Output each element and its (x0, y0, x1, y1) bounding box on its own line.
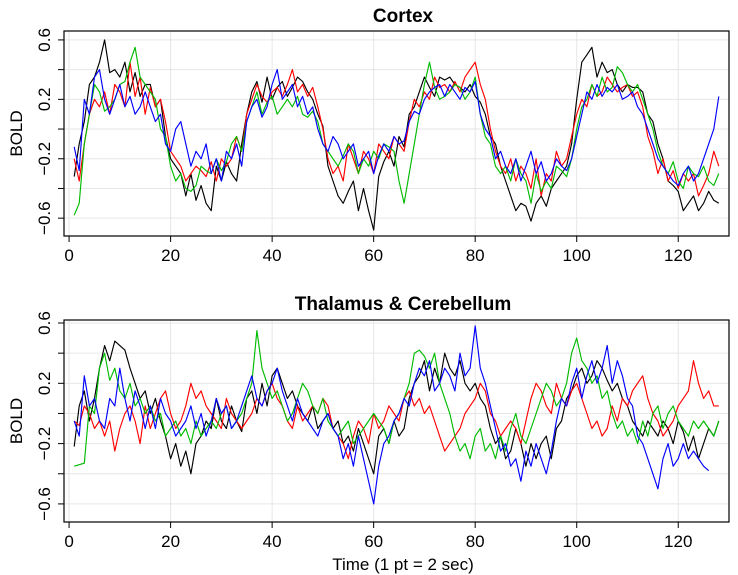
x-tick-label: 0 (64, 532, 73, 551)
x-tick-label: 40 (263, 532, 282, 551)
series-line-3 (73, 69, 720, 187)
x-tick-label: 60 (364, 246, 383, 265)
x-tick-label: 80 (466, 246, 485, 265)
y-axis-label: BOLD (7, 110, 26, 156)
x-tick-label: 20 (161, 532, 180, 551)
y-tick-label: −0.2 (35, 142, 54, 176)
x-tick-label: 120 (664, 246, 692, 265)
cortex-title: Cortex (373, 6, 434, 27)
y-tick-label: −0.6 (35, 201, 54, 235)
x-tick-label: 60 (364, 532, 383, 551)
y-tick-label: 0.2 (35, 88, 54, 112)
y-tick-label: −0.6 (35, 487, 54, 521)
y-tick-label: 0.2 (35, 371, 54, 395)
x-tick-label: 0 (64, 246, 73, 265)
x-tick-label: 100 (563, 532, 591, 551)
x-tick-label: 120 (664, 532, 692, 551)
x-tick-label: 20 (161, 246, 180, 265)
thalamus-cerebellum-title: Thalamus & Cerebellum (295, 294, 511, 315)
thalamus-cerebellum-panel: Thalamus & Cerebellum 0 20 40 60 80 100 120 −0.… (7, 294, 730, 551)
x-tick-label: 40 (263, 246, 282, 265)
x-axis-label: Time (1 pt = 2 sec) (332, 555, 474, 574)
y-tick-label: −0.2 (35, 427, 54, 461)
x-tick-label: 100 (563, 246, 591, 265)
x-tick-label: 80 (466, 532, 485, 551)
cortex-panel: Cortex 0 20 40 60 80 100 120 −0.6 −0.2 0.2 0.6 BOLD (7, 6, 730, 265)
series-line-0 (73, 340, 720, 475)
series-line-3 (73, 325, 710, 505)
plot-frame (63, 319, 730, 523)
plot-frame (63, 30, 730, 237)
y-tick-label: 0.6 (35, 311, 54, 335)
series-line-2 (73, 46, 720, 216)
y-axis-label: BOLD (7, 398, 26, 444)
y-tick-label: 0.6 (35, 28, 54, 52)
